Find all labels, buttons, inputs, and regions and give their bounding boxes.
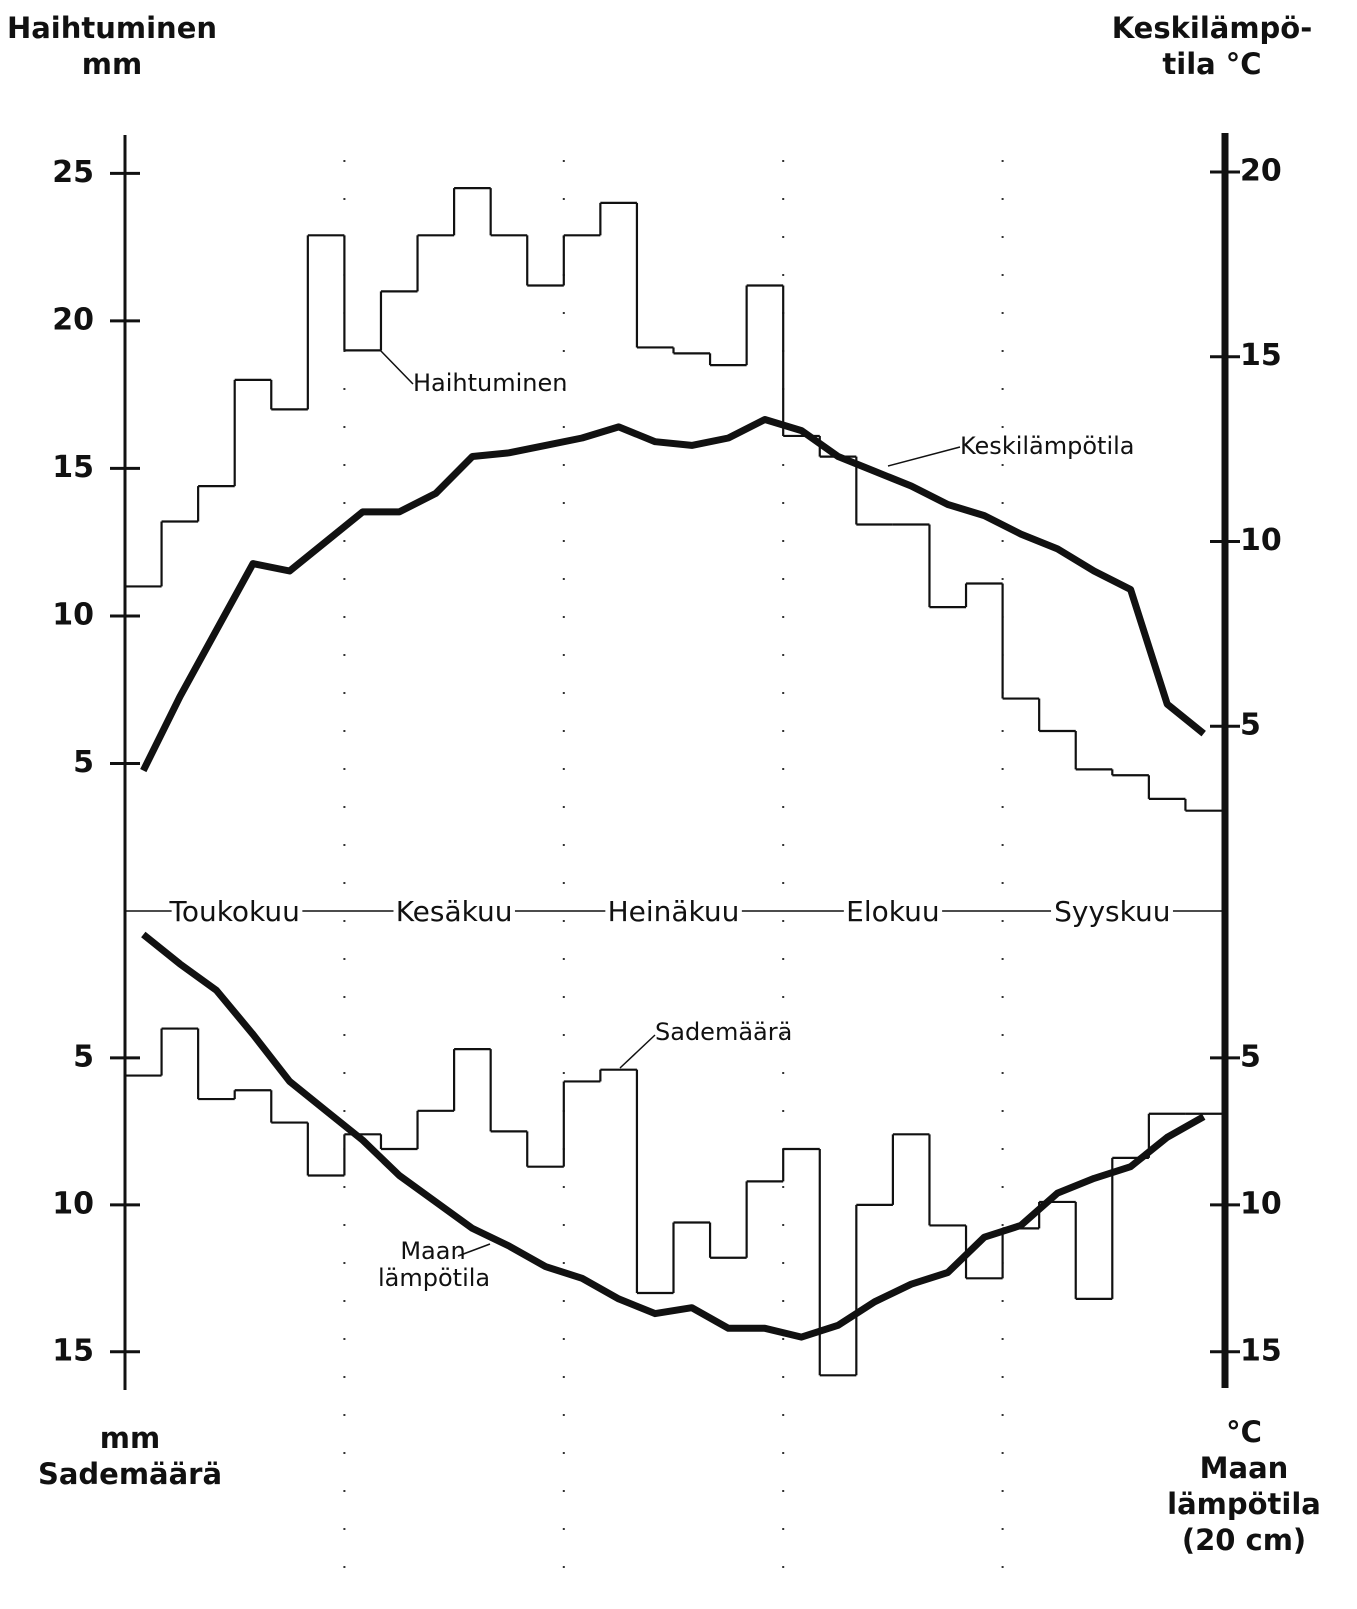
series-annotation: Keskilämpötila [960,432,1135,460]
y-tick-label: 15 [52,1333,94,1368]
axis-title: (20 cm) [1182,1523,1306,1557]
axis-title: tila °C [1162,47,1261,81]
line [140,416,1206,773]
y-tick-label: 15 [52,450,94,485]
leader-line [887,446,961,467]
axis-title: lämpötila [1167,1487,1321,1521]
axis-title: Haihtuminen [7,11,217,45]
leader-line [457,1243,491,1257]
axis-title: mm [82,47,142,81]
axis-title: Keskilämpö- [1112,11,1313,45]
y2-tick-label: 5 [1240,708,1261,743]
y-tick-label: 5 [73,1039,94,1074]
month-label: Kesäkuu [396,895,513,928]
y2-tick-label: 5 [1240,1039,1261,1074]
y-tick-label: 25 [52,155,94,190]
axis-title: °C [1226,1415,1262,1449]
y-tick-label: 10 [52,1186,94,1221]
y2-tick-label: 10 [1240,523,1282,558]
month-label: Elokuu [846,895,939,928]
leader-line [379,349,414,385]
month-label: Toukokuu [168,895,299,928]
leader-line [619,1034,656,1069]
y-tick-label: 10 [52,597,94,632]
line [141,931,1206,1341]
y-tick-label: 20 [52,302,94,337]
annotation-box: Maan lämpötila [378,1238,491,1292]
y2-tick-label: 15 [1240,338,1282,373]
month-label: Syyskuu [1054,895,1170,928]
y2-tick-label: 15 [1240,1333,1282,1368]
axis-title: mm [100,1421,160,1455]
y2-tick-label: 10 [1240,1186,1282,1221]
month-label: Heinäkuu [608,895,740,928]
axis-title: Maan [1200,1451,1289,1485]
series-annotation: Maan lämpötila [378,1238,491,1292]
y-tick-label: 5 [73,745,94,780]
y2-tick-label: 20 [1240,153,1282,188]
series-annotation: Haihtuminen [413,369,568,397]
axis-title: Sademäärä [38,1457,222,1491]
series-annotation: Sademäärä [655,1018,792,1046]
